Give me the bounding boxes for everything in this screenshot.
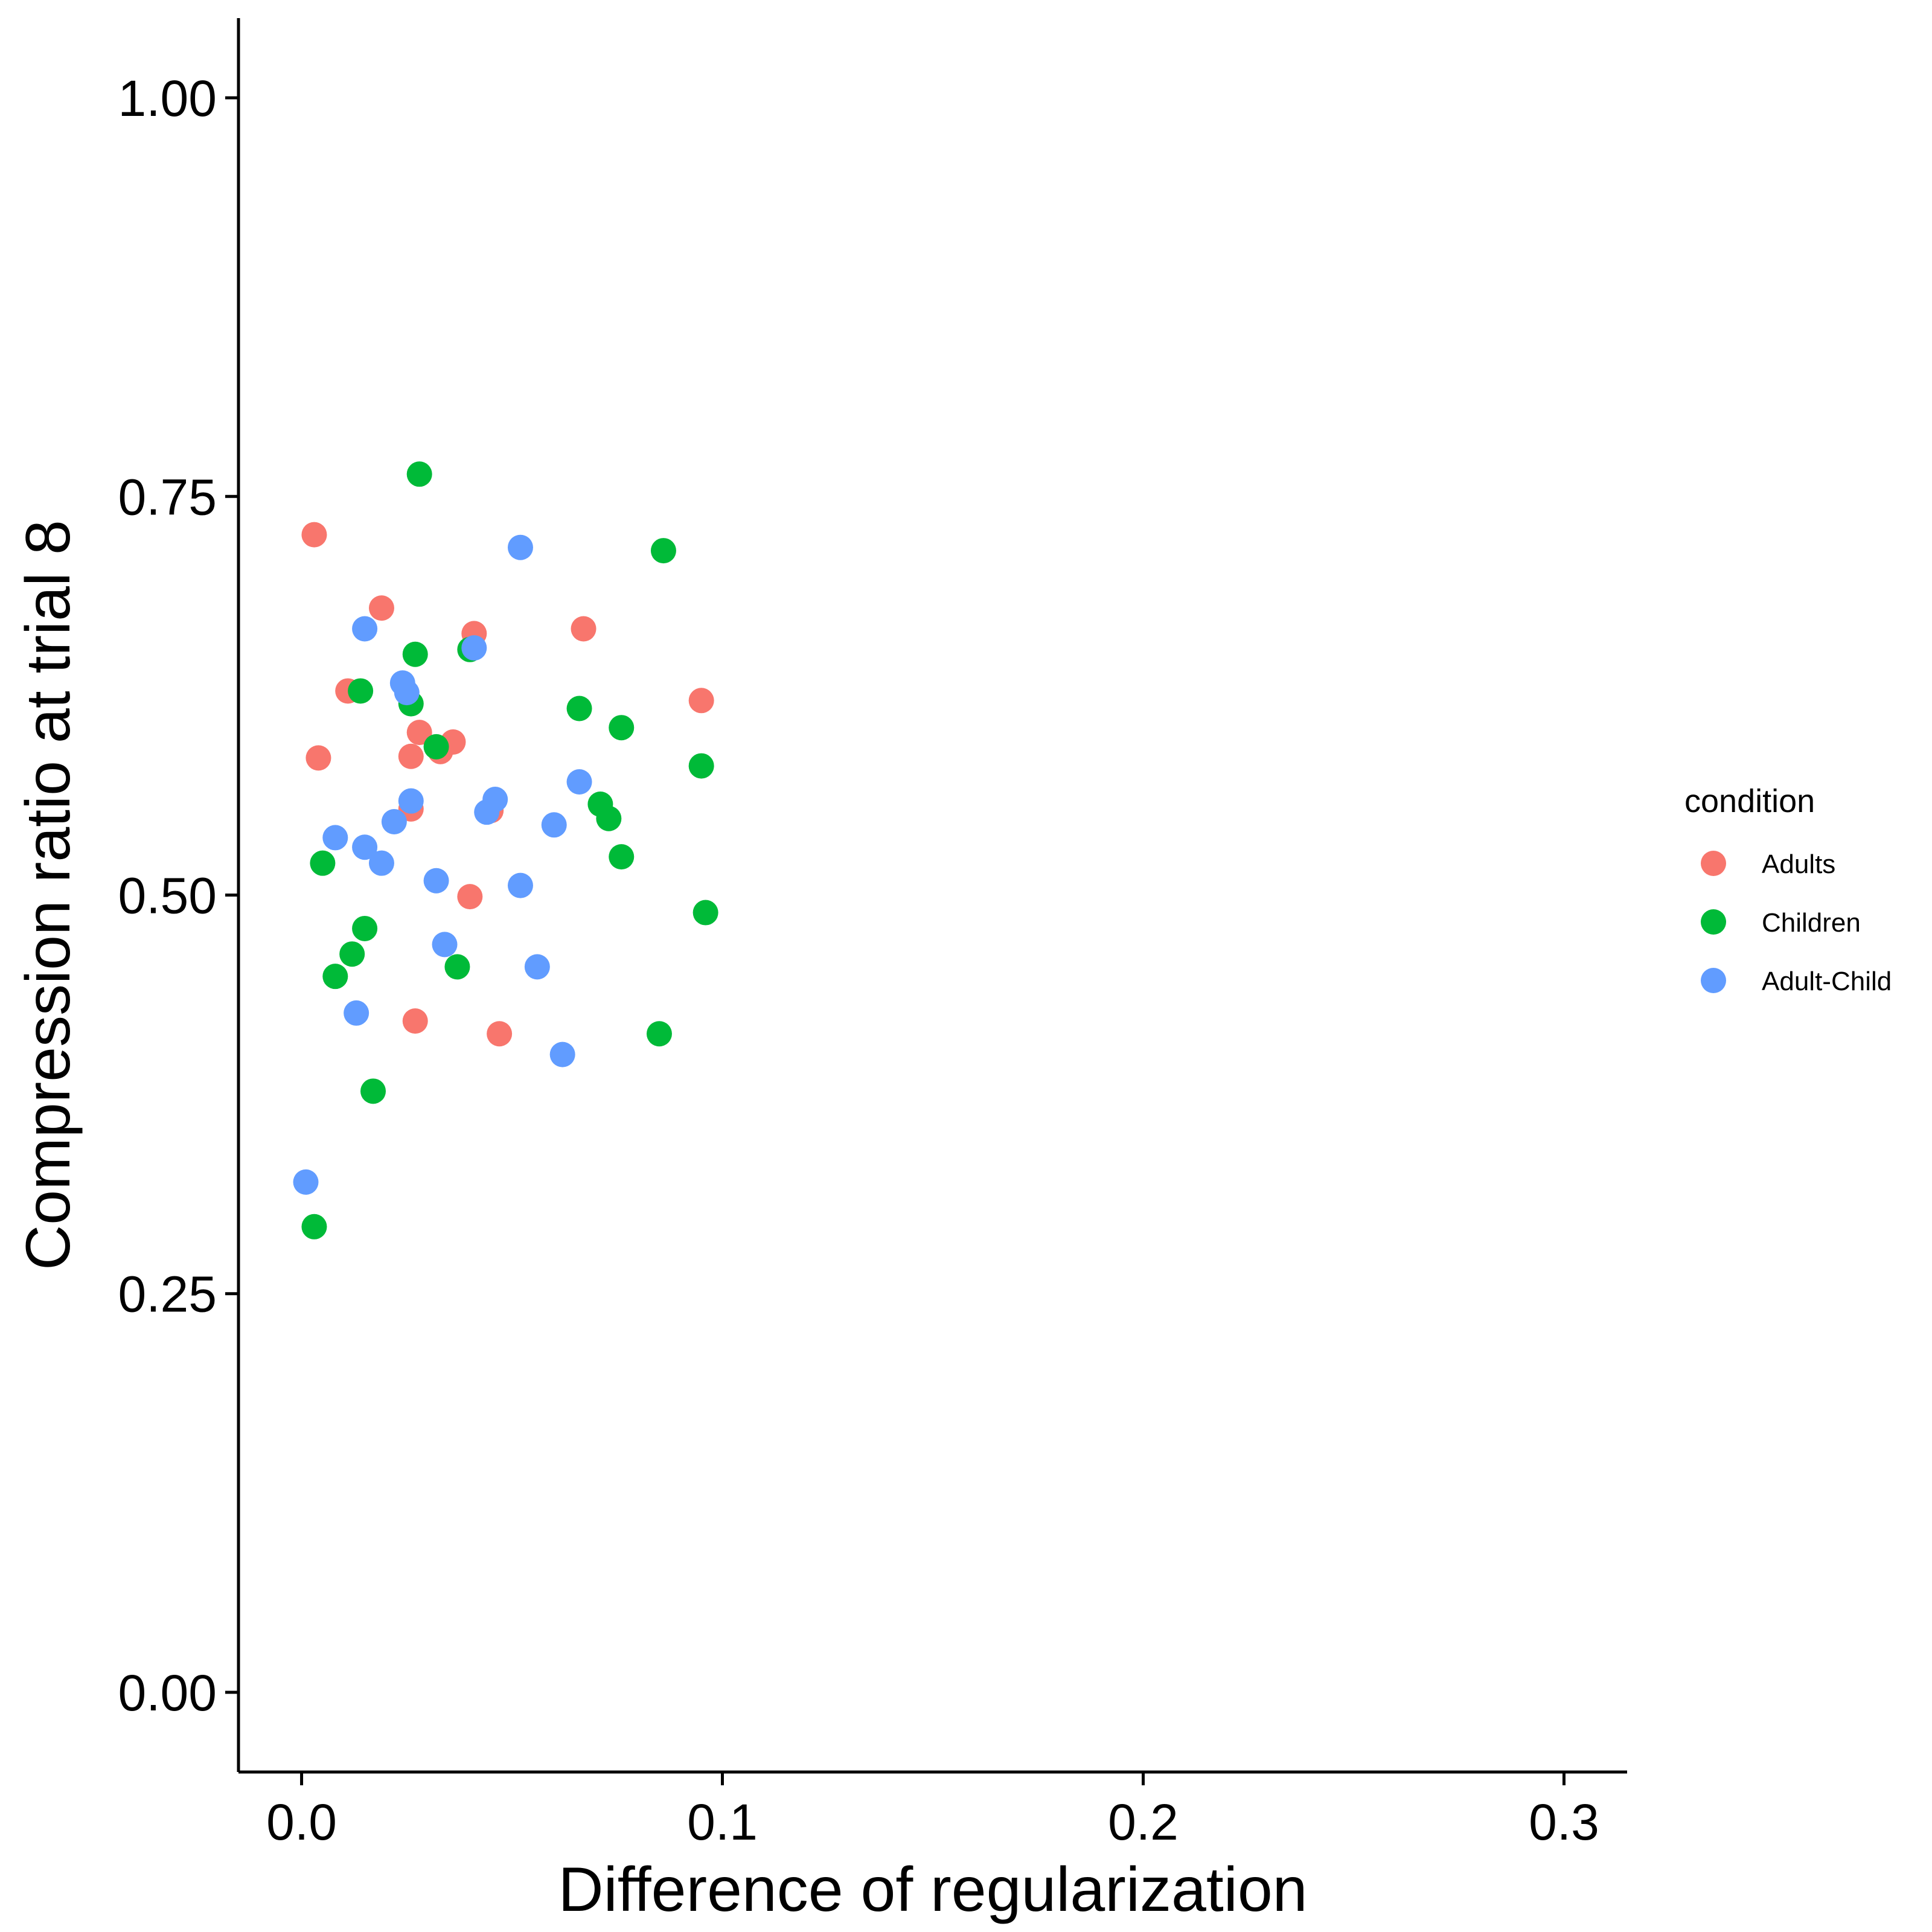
point-adults bbox=[301, 522, 327, 548]
point-children bbox=[360, 1078, 386, 1104]
x-tick-label: 0.3 bbox=[1529, 1794, 1599, 1850]
point-adult-child bbox=[461, 635, 487, 661]
point-children bbox=[596, 805, 622, 831]
plot-area: 0.00 0.25 0.50 0.75 1.00 0.0 0.1 0.2 0.3 bbox=[118, 18, 1627, 1850]
point-adult-child bbox=[566, 769, 592, 795]
y-tick-label: 0.50 bbox=[118, 868, 217, 924]
legend-label-adults: Adults bbox=[1762, 849, 1835, 879]
point-children bbox=[423, 734, 449, 760]
point-children bbox=[402, 641, 428, 667]
point-adult-child bbox=[293, 1169, 319, 1195]
legend: condition Adults Children Adult-Child bbox=[1684, 783, 1892, 996]
point-children bbox=[444, 954, 470, 980]
point-adult-child bbox=[398, 788, 424, 814]
legend-key-children bbox=[1701, 909, 1726, 935]
point-adults bbox=[487, 1021, 513, 1047]
point-adult-child bbox=[352, 834, 378, 860]
point-adult-child bbox=[474, 799, 500, 825]
point-children bbox=[646, 1021, 672, 1047]
point-children bbox=[322, 964, 348, 990]
point-adults bbox=[305, 745, 331, 771]
point-adult-child bbox=[524, 954, 550, 980]
point-adult-child bbox=[394, 680, 420, 706]
point-children bbox=[339, 941, 365, 967]
y-axis-ticks: 0.00 0.25 0.50 0.75 1.00 bbox=[118, 70, 238, 1721]
point-children bbox=[301, 1214, 327, 1239]
point-adults bbox=[398, 743, 424, 769]
x-tick-label: 0.2 bbox=[1108, 1794, 1179, 1850]
x-axis-title: Difference of regularization bbox=[558, 1855, 1308, 1925]
x-tick-label: 0.1 bbox=[687, 1794, 758, 1850]
legend-label-children: Children bbox=[1762, 908, 1861, 938]
point-children bbox=[566, 696, 592, 721]
legend-key-adults bbox=[1701, 851, 1726, 876]
y-tick-label: 0.25 bbox=[118, 1266, 217, 1323]
point-adult-child bbox=[344, 1000, 369, 1026]
point-adults bbox=[688, 688, 714, 714]
point-adults bbox=[368, 595, 394, 621]
point-adults bbox=[457, 884, 483, 910]
legend-label-adult-child: Adult-Child bbox=[1762, 967, 1892, 996]
point-children bbox=[310, 850, 336, 876]
point-children bbox=[406, 461, 432, 487]
point-adult-child bbox=[432, 932, 458, 958]
point-children bbox=[650, 538, 676, 564]
point-children bbox=[352, 915, 378, 941]
y-axis-title: Compression ratio at trial 8 bbox=[13, 520, 83, 1270]
point-adult-child bbox=[549, 1041, 575, 1067]
y-tick-label: 0.75 bbox=[118, 469, 217, 525]
legend-title: condition bbox=[1684, 783, 1815, 819]
point-adult-child bbox=[322, 825, 348, 851]
point-children bbox=[609, 715, 635, 741]
data-points bbox=[293, 461, 718, 1239]
y-tick-label: 1.00 bbox=[118, 70, 217, 127]
point-adult-child bbox=[381, 809, 407, 835]
y-tick-label: 0.00 bbox=[118, 1665, 217, 1721]
point-adult-child bbox=[507, 872, 533, 898]
point-adult-child bbox=[541, 812, 567, 838]
point-children bbox=[348, 678, 374, 704]
point-adult-child bbox=[507, 534, 533, 560]
point-adults bbox=[406, 720, 432, 746]
point-children bbox=[688, 753, 714, 779]
x-tick-label: 0.0 bbox=[266, 1794, 337, 1850]
point-adult-child bbox=[352, 616, 378, 642]
x-axis-ticks: 0.0 0.1 0.2 0.3 bbox=[266, 1772, 1599, 1850]
point-adult-child bbox=[368, 850, 394, 876]
point-adults bbox=[402, 1008, 428, 1034]
point-adult-child bbox=[423, 868, 449, 894]
legend-items: Adults Children Adult-Child bbox=[1701, 849, 1892, 996]
point-children bbox=[693, 900, 718, 926]
point-children bbox=[609, 844, 635, 870]
legend-key-adult-child bbox=[1701, 968, 1726, 993]
point-adults bbox=[571, 616, 597, 642]
